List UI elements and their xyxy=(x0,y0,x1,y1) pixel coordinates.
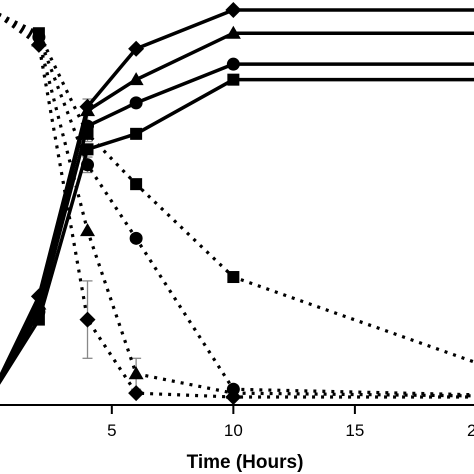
square-marker xyxy=(227,271,240,284)
triangle-marker xyxy=(80,223,96,237)
plot-area xyxy=(0,2,474,405)
series-3-solid-square xyxy=(0,73,474,385)
x-axis-title: Time (Hours) xyxy=(187,452,304,473)
square-marker xyxy=(81,127,94,140)
square-marker xyxy=(130,127,143,140)
series-2-solid-circle xyxy=(0,57,474,384)
series-line xyxy=(0,13,474,397)
square-marker xyxy=(130,178,143,191)
series-line xyxy=(0,14,474,398)
series-line xyxy=(0,12,474,364)
series-line xyxy=(0,77,474,385)
series-line xyxy=(0,31,474,383)
series-7-dotted-square xyxy=(0,12,474,364)
diamond-marker xyxy=(128,40,145,57)
triangle-marker xyxy=(128,366,144,380)
x-tick-label-20: 20 xyxy=(467,421,474,440)
x-tick-label-5: 5 xyxy=(107,421,116,440)
triangle-marker xyxy=(225,25,241,39)
square-marker xyxy=(81,143,94,156)
circle-marker xyxy=(129,231,143,245)
series-line xyxy=(0,8,474,381)
square-marker xyxy=(32,27,45,40)
x-tick-label-15: 15 xyxy=(345,421,364,440)
triangle-marker xyxy=(80,103,96,117)
triangle-marker xyxy=(128,72,144,86)
diamond-marker xyxy=(128,385,145,402)
circle-marker xyxy=(226,382,240,396)
circle-marker xyxy=(226,57,240,71)
circle-marker xyxy=(129,96,143,110)
square-marker xyxy=(227,73,240,86)
square-marker xyxy=(32,313,45,326)
x-tick-label-10: 10 xyxy=(224,421,243,440)
series-line xyxy=(0,62,474,384)
diamond-marker xyxy=(79,311,96,328)
diamond-marker xyxy=(225,2,242,18)
circle-marker xyxy=(81,158,95,172)
x-axis: 5 10 15 20 xyxy=(0,404,474,440)
